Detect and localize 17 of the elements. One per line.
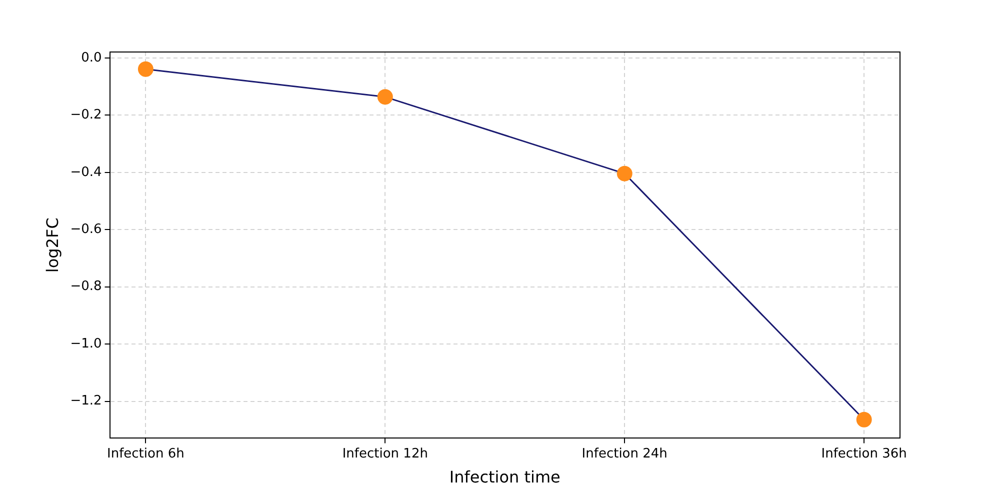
x-tick-label: Infection 6h	[107, 446, 184, 462]
point	[856, 412, 872, 428]
point	[138, 61, 154, 77]
y-tick-label: −0.6	[70, 222, 102, 238]
y-tick-label: −0.4	[70, 164, 102, 180]
y-tick-label: 0.0	[81, 50, 102, 66]
x-axis-title: Infection time	[449, 468, 560, 487]
y-tick-label: −0.2	[70, 108, 102, 123]
y-tick-label: −1.2	[70, 394, 102, 409]
y-axis-title: log2FC	[42, 218, 62, 273]
y-tick-label: −0.8	[70, 279, 102, 294]
x-tick-label: Infection 24h	[582, 446, 668, 462]
x-tick-label: Infection 12h	[342, 446, 428, 462]
x-tick-label: Infection 36h	[821, 446, 907, 462]
point	[377, 89, 393, 105]
point	[616, 166, 632, 182]
y-tick-label: −1.0	[70, 336, 102, 352]
